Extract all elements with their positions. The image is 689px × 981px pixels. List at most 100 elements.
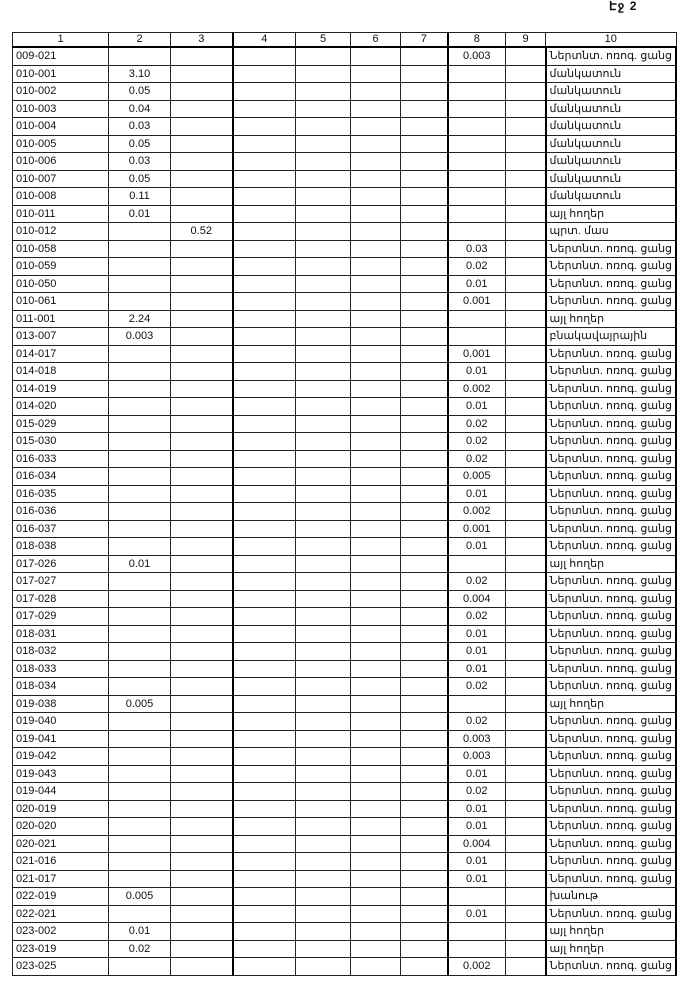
value-cell-col5 [295, 327, 351, 346]
table-row: 017-028 0.004 Ներտնտ. ոռոգ. ցանց [12, 589, 678, 608]
parcel-code: 022-019 [12, 887, 109, 906]
value-cell-col9 [505, 869, 546, 888]
value-cell-col2: 0.11 [108, 187, 171, 206]
column-header-3: 3 [170, 32, 234, 48]
value-cell-col8: 0.02 [447, 677, 506, 696]
value-cell-col7 [400, 729, 449, 748]
table-row: 010-012 0.52 պրտ. մաս [12, 222, 678, 241]
parcel-code: 018-032 [12, 642, 109, 661]
value-cell-col3 [170, 887, 234, 906]
value-cell-col9 [505, 904, 546, 923]
value-cell-col5 [295, 904, 351, 923]
value-cell-col4 [232, 64, 296, 83]
value-cell-col3 [170, 362, 234, 381]
value-cell-col6 [350, 99, 401, 118]
land-use-cell: Ներտնտ. ոռոգ. ցանց [544, 519, 678, 538]
land-use-cell: Ներտնտ. ոռոգ. ցանց [544, 904, 678, 923]
table-row: 022-021 0.01 Ներտնտ. ոռոգ. ցանց [12, 904, 678, 923]
value-cell-col4 [232, 169, 296, 188]
value-cell-col8 [447, 309, 506, 328]
value-cell-col9 [505, 642, 546, 661]
value-cell-col9 [505, 449, 546, 468]
value-cell-col7 [400, 694, 449, 713]
value-cell-col7 [400, 747, 449, 766]
value-cell-col9 [505, 519, 546, 538]
value-cell-col3 [170, 642, 234, 661]
land-use-cell: Ներտնտ. ոռոգ. ցանց [544, 957, 678, 976]
parcel-code: 020-020 [12, 817, 109, 836]
value-cell-col5 [295, 99, 351, 118]
value-cell-col7 [400, 432, 449, 451]
value-cell-col9 [505, 764, 546, 783]
value-cell-col6 [350, 764, 401, 783]
header-row: 1 2 3 4 5 6 7 8 9 10 [12, 32, 677, 48]
value-cell-col9 [505, 537, 546, 556]
value-cell-col2 [108, 46, 171, 66]
value-cell-col9 [505, 379, 546, 398]
value-cell-col8: 0.001 [447, 344, 506, 363]
value-cell-col4 [232, 922, 296, 941]
table-row: 016-034 0.005 Ներտնտ. ոռոգ. ցանց [12, 467, 678, 486]
parcel-code: 017-029 [12, 607, 109, 626]
value-cell-col3 [170, 659, 234, 678]
land-use-cell: այլ հողեր [544, 204, 678, 223]
table-row: 016-033 0.02 Ներտնտ. ոռոգ. ցանց [12, 449, 678, 468]
parcel-code: 019-038 [12, 694, 109, 713]
value-cell-col3 [170, 46, 234, 66]
value-cell-col4 [232, 729, 296, 748]
land-use-cell: այլ հողեր [544, 694, 678, 713]
value-cell-col9 [505, 309, 546, 328]
value-cell-col3 [170, 922, 234, 941]
value-cell-col3 [170, 134, 234, 153]
table-row: 019-043 0.01 Ներտնտ. ոռոգ. ցանց [12, 764, 678, 783]
table-row: 016-035 0.01 Ներտնտ. ոռոգ. ցանց [12, 484, 678, 503]
value-cell-col2: 0.01 [108, 204, 171, 223]
value-cell-col5 [295, 957, 351, 976]
value-cell-col4 [232, 117, 296, 136]
table-row: 015-029 0.02 Ներտնտ. ոռոգ. ցանց [12, 414, 678, 433]
value-cell-col6 [350, 624, 401, 643]
value-cell-col6 [350, 747, 401, 766]
value-cell-col8: 0.01 [447, 397, 506, 416]
value-cell-col2 [108, 274, 171, 293]
land-use-cell: Ներտնտ. ոռոգ. ցանց [544, 414, 678, 433]
value-cell-col6 [350, 467, 401, 486]
land-use-cell: Ներտնտ. ոռոգ. ցանց [544, 449, 678, 468]
parcel-code: 010-012 [12, 222, 109, 241]
value-cell-col4 [232, 554, 296, 573]
value-cell-col8: 0.003 [447, 729, 506, 748]
table-row: 010-058 0.03 Ներտնտ. ոռոգ. ցանց [12, 239, 678, 258]
value-cell-col5 [295, 589, 351, 608]
value-cell-col5 [295, 677, 351, 696]
value-cell-col3 [170, 764, 234, 783]
value-cell-col3 [170, 607, 234, 626]
value-cell-col7 [400, 519, 449, 538]
value-cell-col5 [295, 274, 351, 293]
value-cell-col2 [108, 502, 171, 521]
value-cell-col7 [400, 117, 449, 136]
land-use-cell: Ներտնտ. ոռոգ. ցանց [544, 397, 678, 416]
value-cell-col3 [170, 309, 234, 328]
value-cell-col2: 0.03 [108, 117, 171, 136]
value-cell-col9 [505, 624, 546, 643]
parcel-code: 021-017 [12, 869, 109, 888]
value-cell-col5 [295, 624, 351, 643]
parcel-code: 014-020 [12, 397, 109, 416]
table-row: 018-038 0.01 Ներտնտ. ոռոգ. ցանց [12, 537, 678, 556]
value-cell-col9 [505, 782, 546, 801]
value-cell-col4 [232, 537, 296, 556]
table-row: 010-005 0.05 մանկատուն [12, 134, 678, 153]
value-cell-col7 [400, 537, 449, 556]
table-row: 015-030 0.02 Ներտնտ. ոռոգ. ցանց [12, 432, 678, 451]
value-cell-col9 [505, 274, 546, 293]
value-cell-col6 [350, 799, 401, 818]
value-cell-col3 [170, 239, 234, 258]
value-cell-col3 [170, 169, 234, 188]
table-row: 018-032 0.01 Ներտնտ. ոռոգ. ցանց [12, 642, 678, 661]
value-cell-col9 [505, 362, 546, 381]
value-cell-col6 [350, 362, 401, 381]
value-cell-col2: 0.03 [108, 152, 171, 171]
value-cell-col4 [232, 327, 296, 346]
value-cell-col2 [108, 747, 171, 766]
value-cell-col4 [232, 82, 296, 101]
